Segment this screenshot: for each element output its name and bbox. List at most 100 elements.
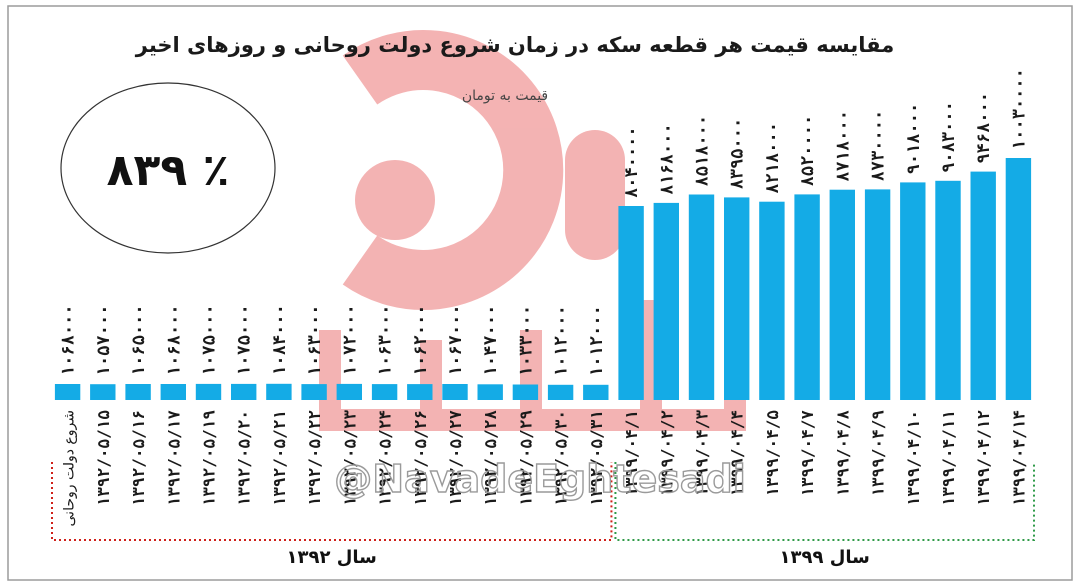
watermark-arc	[342, 30, 564, 310]
year-label: سال ۱۳۹۹	[780, 547, 870, 568]
bar	[759, 201, 785, 400]
bar	[442, 384, 468, 400]
value-label: ۱۰۸۴۰۰۰	[270, 304, 290, 376]
date-labels-layer: شروع دولت روحانی ۱۳۹۲/۰۵/۱۵ ۱۳۹۲/۰۵/۱۶ ۱۳۹۲…	[62, 410, 1029, 527]
bar	[477, 384, 503, 400]
year-groups-layer: سال ۱۳۹۲ سال ۱۳۹۹	[51, 462, 1035, 568]
value-label: ۸۲۱۸۰۰۰	[763, 122, 783, 194]
value-label: ۸۳۹۵۰۰۰	[728, 118, 748, 190]
bar	[688, 194, 715, 400]
category-label: ۱۳۹۲/۰۵/۱۶	[129, 410, 148, 506]
category-label: ۱۳۹۹/۰۴/۱۴	[1009, 410, 1028, 506]
category-label: ۱۳۹۲/۰۵/۲۲	[305, 410, 324, 507]
bar	[407, 384, 433, 400]
year-bracket	[614, 462, 1035, 541]
value-label: ۱۰۵۷۰۰۰	[94, 305, 114, 377]
category-label: ۱۳۹۹/۰۴/۴	[728, 410, 747, 497]
value-label: ۱۰۶۷۰۰۰	[446, 304, 466, 376]
value-label: ۱۰۶۸۰۰۰	[59, 304, 79, 376]
percent-ellipse	[60, 82, 276, 254]
value-label: ۱۰۶۲۰۰۰	[411, 304, 431, 376]
year-bracket	[51, 462, 613, 541]
unit-label: قیمت به تومان	[462, 88, 548, 104]
value-label: ۸۷۱۸۰۰۰	[833, 110, 853, 182]
value-label: ۱۰۶۸۰۰۰	[164, 304, 184, 376]
value-labels-layer: ۱۰۶۸۰۰۰ ۱۰۵۷۰۰۰ ۱۰۶۵۰۰۰ ۱۰۶۸۰۰۰ ۱۰۷۵۰۰۰ ۱۰۷۵۰…	[59, 68, 1030, 377]
chart-title: مقایسه قیمت هر قطعه سکه در زمان شروع دول…	[135, 33, 894, 57]
bar	[724, 197, 750, 400]
bar	[371, 384, 398, 400]
category-label: ۱۳۹۲/۰۵/۱۹	[200, 410, 219, 506]
value-label: ۱۰۱۲۰۰۰	[587, 305, 607, 377]
category-label: ۱۳۹۲/۰۵/۳۱	[587, 410, 606, 506]
category-label: ۱۳۹۹/۰۴/۸	[833, 410, 852, 497]
bar	[266, 383, 292, 400]
value-label: ۱۰۳۳۰۰۰	[516, 305, 536, 377]
bar	[618, 206, 644, 400]
category-label: ۱۳۹۹/۰۴/۷	[798, 410, 817, 497]
bar	[54, 384, 81, 400]
value-label: ۹۴۶۸۰۰۰	[974, 92, 994, 164]
category-label: ۱۳۹۲/۰۵/۲۹	[516, 410, 535, 506]
bar	[583, 384, 609, 400]
category-label: ۱۳۹۹/۰۴/۵	[763, 410, 782, 497]
bar	[336, 383, 362, 400]
bar	[970, 171, 996, 400]
percent-label: ٪ ۸۳۹	[107, 145, 230, 196]
category-label: ۱۳۹۲/۰۵/۲۶	[411, 410, 430, 506]
value-label: ۱۰۷۵۰۰۰	[200, 304, 220, 376]
watermark-pill	[565, 130, 625, 260]
bar	[829, 189, 855, 400]
bar	[900, 182, 926, 400]
bar	[125, 384, 151, 400]
category-label: ۱۳۹۲/۰۵/۲۸	[481, 410, 500, 506]
value-label: ۱۰۷۵۰۰۰	[235, 304, 255, 376]
value-label: ۹۰۸۳۰۰۰	[939, 101, 959, 173]
value-label: ۱۰۰۳۰۰۰۰	[1009, 68, 1029, 150]
category-label: ۱۳۹۲/۰۵/۲۴	[376, 410, 395, 506]
category-label: ۱۳۹۲/۰۵/۱۵	[94, 410, 113, 507]
value-label: ۹۰۱۸۰۰۰	[904, 103, 924, 175]
bars-layer	[54, 158, 1032, 400]
value-label: ۸۱۶۸۰۰۰	[657, 123, 677, 195]
value-label: ۸۵۲۰۰۰۰	[798, 115, 818, 187]
category-label: ۱۳۹۲/۰۵/۱۷	[164, 410, 183, 506]
category-label: ۱۳۹۹/۰۴/۱۲	[974, 410, 993, 507]
value-label: ۱۰۶۳۰۰۰	[376, 304, 396, 376]
value-label: ۱۰۶۵۰۰۰	[129, 304, 149, 376]
year-label: سال ۱۳۹۲	[287, 547, 377, 568]
category-label: ۱۳۹۲/۰۵/۲۱	[270, 410, 289, 506]
bar	[231, 383, 257, 400]
bar	[547, 384, 574, 400]
value-label: ۱۰۴۷۰۰۰	[481, 305, 501, 377]
category-label: ۱۳۹۹/۰۴/۲	[657, 410, 676, 497]
category-label: ۱۳۹۲/۰۵/۲۷	[446, 410, 465, 506]
category-label: ۱۳۹۹/۰۴/۱	[622, 410, 641, 497]
category-label: ۱۳۹۹/۰۴/۳	[693, 410, 712, 497]
value-label: ۱۰۷۲۰۰۰	[340, 304, 360, 376]
bar	[160, 384, 186, 400]
bar	[301, 384, 327, 400]
bar	[90, 384, 116, 400]
bar	[794, 194, 820, 400]
category-label: ۱۳۹۹/۰۴/۹	[869, 410, 888, 497]
value-label: ۱۰۶۳۰۰۰	[305, 304, 325, 376]
value-label: ۸۷۳۰۰۰۰	[869, 110, 889, 182]
bar	[195, 383, 222, 400]
category-label: ۱۳۹۲/۰۵/۲۳	[340, 410, 359, 507]
watermark-dot	[355, 160, 435, 240]
category-label: ۱۳۹۲/۰۵/۳۰	[552, 410, 571, 506]
watermark-handle: @NavadeEghtesadi	[334, 457, 745, 501]
bar	[935, 180, 961, 400]
bar	[1005, 158, 1032, 400]
category-label: ۱۳۹۹/۰۴/۱۱	[939, 410, 958, 506]
category-label: ۱۳۹۹/۰۴/۱۰	[904, 410, 923, 506]
category-label: شروع دولت روحانی	[62, 410, 78, 526]
value-label: ۸۵۱۸۰۰۰	[693, 115, 713, 187]
value-label: ۱۰۱۲۰۰۰	[552, 305, 572, 377]
category-label: ۱۳۹۲/۰۵/۲۰	[235, 410, 254, 506]
value-label: ۸۰۴۰۰۰۰	[622, 126, 642, 198]
bar	[512, 384, 539, 400]
